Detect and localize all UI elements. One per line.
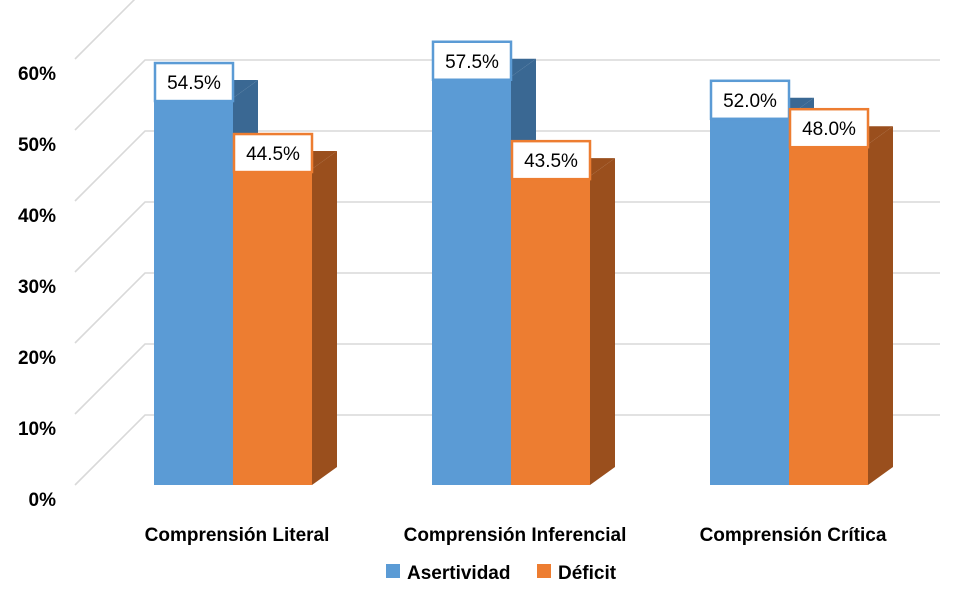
gridline (74, 414, 940, 486)
gridline (74, 130, 940, 202)
y-tick-label: 20% (18, 348, 56, 369)
data-label-box (709, 79, 791, 121)
data-labels: 54.5% 44.5% 57.5% 43.5% 52.0% 48.0% (153, 40, 870, 181)
category-label: Comprensión Crítica (700, 525, 887, 546)
data-label-box (153, 61, 235, 103)
y-tick-label: 10% (18, 419, 56, 440)
y-tick-label: 50% (18, 135, 56, 156)
legend-swatch (537, 564, 551, 578)
gridline (74, 201, 940, 273)
data-label-text: 43.5% (524, 151, 578, 172)
bar-front (511, 176, 590, 485)
gridline (74, 272, 940, 344)
category-label: Comprensión Literal (145, 525, 330, 546)
data-label-text: 57.5% (445, 52, 499, 73)
y-tick-label: 60% (18, 64, 56, 85)
legend: Asertividad Déficit (386, 563, 617, 584)
data-label-text: 44.5% (246, 144, 300, 165)
legend-item: Asertividad (386, 563, 510, 584)
bars (154, 58, 893, 486)
gridlines (74, 0, 940, 486)
gridline (74, 59, 940, 131)
bar (789, 126, 893, 485)
bar (511, 158, 615, 485)
bar-front (154, 98, 233, 486)
bar-side (590, 158, 615, 485)
data-label: 43.5% (510, 139, 592, 181)
bar-side (868, 126, 893, 485)
data-label-box (788, 107, 870, 149)
bar-front (710, 115, 789, 486)
data-label-text: 48.0% (802, 119, 856, 140)
data-label-box (232, 132, 314, 174)
data-label-box (431, 40, 513, 81)
gridline (74, 0, 136, 60)
data-label: 52.0% (709, 79, 791, 121)
data-label: 57.5% (431, 40, 513, 81)
data-label-text: 54.5% (167, 73, 221, 94)
data-label: 54.5% (153, 61, 235, 103)
y-tick-label: 40% (18, 206, 56, 227)
bar-front (233, 169, 312, 486)
legend-label: Asertividad (407, 563, 510, 584)
legend-label: Déficit (558, 563, 617, 584)
y-axis-tick-labels: 0% 10% 20% 30% 40% 50% 60% (18, 64, 56, 511)
x-axis-category-labels: Comprensión Literal Comprensión Inferenci… (145, 525, 887, 546)
y-tick-label: 0% (29, 490, 57, 511)
y-tick-label: 30% (18, 277, 56, 298)
bar (233, 151, 337, 486)
data-label-box (510, 139, 592, 181)
gridline (74, 343, 940, 415)
bar-front (432, 76, 511, 485)
data-label: 44.5% (232, 132, 314, 174)
bar-front (789, 144, 868, 485)
bar-side (312, 151, 337, 486)
data-label-text: 52.0% (723, 91, 777, 112)
legend-swatch (386, 564, 400, 578)
legend-item: Déficit (537, 563, 617, 584)
data-label: 48.0% (788, 107, 870, 149)
category-label: Comprensión Inferencial (404, 525, 627, 546)
